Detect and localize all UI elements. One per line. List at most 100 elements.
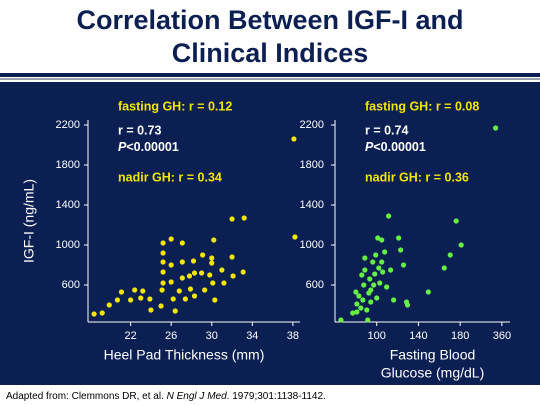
point [371,282,377,288]
point [219,267,225,273]
point [370,259,376,265]
point [160,240,166,246]
point [291,136,297,142]
point [387,267,394,273]
point [168,236,174,242]
p-symbol: P [365,140,374,154]
point [202,287,208,293]
x-axis-label: Heel Pad Thickness (mm) [104,347,265,363]
point [221,280,227,286]
annotation: P<0.00001 [118,140,179,154]
point [377,280,383,286]
x-axis-label: Glucose (mg/dL) [381,365,484,381]
point [240,269,246,275]
point [458,242,464,248]
annotation: r = 0.73 [118,123,161,137]
point [447,252,453,258]
point [354,301,360,307]
plots: 600 1000 1400 1800 2200 22 26 30 34 38 Heel Pad Th… [21,99,511,380]
slide-title: Clinical Indices [172,38,369,68]
point [373,252,379,258]
point [398,247,404,253]
point [190,258,197,264]
point [441,265,447,271]
annotation: fasting GH: r = 0.08 [365,99,479,113]
point [179,240,185,246]
point [209,255,215,261]
point [186,273,193,279]
x-tick-label: 26 [165,330,177,342]
x-tick-label: 140 [409,330,427,342]
footnote-journal: N Engl J Med [167,391,227,402]
point [212,297,218,303]
point [368,299,374,305]
point [99,310,105,316]
y-tick-label: 1400 [300,199,324,211]
point [350,310,356,316]
y-tick-label: 600 [62,279,80,291]
annotation: P<0.00001 [365,140,426,154]
point [168,262,174,268]
point [182,296,188,302]
point [118,289,125,295]
point [140,288,146,294]
point [361,282,367,288]
point [368,287,374,293]
point [356,293,362,299]
point [187,286,194,292]
point [396,235,402,241]
point [360,297,366,303]
x-axis-label: Fasting Blood [390,347,476,363]
point [384,284,390,290]
x-tick-label: 30 [206,330,218,342]
point [114,297,121,303]
annotation: fasting GH: r = 0.12 [118,99,232,113]
x-tick-label: 100 [368,330,386,342]
point [354,309,360,315]
point [353,289,359,295]
x-tick-label: 360 [493,330,511,342]
point [404,302,411,308]
y-tick-label: 1000 [300,239,324,251]
point [453,218,459,224]
point [160,280,166,286]
slide-title: Correlation Between IGF-I and [76,5,463,35]
point [229,216,235,222]
point [375,235,381,241]
divider [0,73,540,77]
point [148,307,154,313]
point [292,234,298,240]
point [241,215,247,221]
point [362,267,368,273]
point [400,262,407,268]
point [229,254,235,260]
divider [0,78,540,80]
point [138,295,144,301]
p-symbol: P [118,140,127,154]
point [207,272,213,278]
point [365,317,371,323]
point [160,250,166,256]
y-tick-label: 2200 [56,119,80,131]
point [210,280,216,286]
annotation: r = 0.74 [365,123,408,137]
point [493,125,499,131]
point [376,265,382,271]
point [158,303,164,309]
y-axis-label: IGF-I (ng/mL) [21,179,37,263]
point [132,287,138,293]
point [367,276,373,282]
x-tick-label: 38 [287,330,299,342]
point [425,289,431,295]
annotation: nadir GH: r = 0.36 [365,170,469,184]
point [91,311,97,317]
point [128,297,134,303]
panel [0,82,540,385]
point [191,293,198,299]
x-tick-label: 180 [451,330,469,342]
point [170,296,176,302]
point [230,273,236,279]
y-tick-label: 1800 [300,159,324,171]
point [211,237,217,243]
